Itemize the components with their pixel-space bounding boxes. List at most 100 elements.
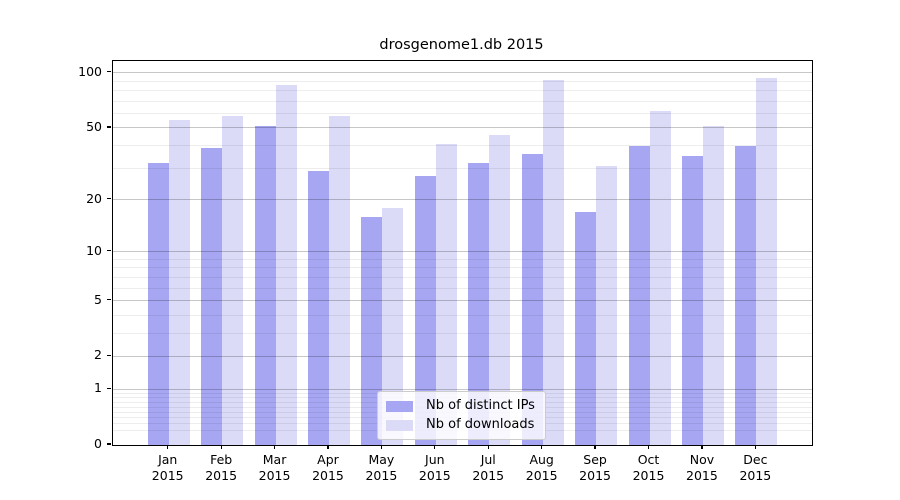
x-tick-mark-jun (434, 445, 436, 449)
plot-area: Nb of distinct IPs Nb of downloads (112, 60, 813, 446)
bar-group-apr (302, 61, 355, 445)
bar-group-dec (730, 61, 783, 445)
legend-label-downloads: Nb of downloads (426, 417, 535, 432)
x-tick-nov: Nov 2015 (675, 445, 728, 484)
x-tick-mark-mar (273, 445, 276, 449)
bar-nb-of-downloads-jan (168, 120, 190, 445)
x-tick-aug: Aug 2015 (515, 445, 568, 484)
bar-nb-of-distinct-ips-may (361, 216, 383, 445)
x-tick-mark-apr (327, 445, 329, 449)
y-tick-mark-20 (107, 197, 111, 200)
x-tick-feb: Feb 2015 (194, 445, 247, 484)
x-tick-label-month: May (368, 452, 395, 467)
x-tick-label-month: Jul (480, 452, 496, 467)
y-tick-label-2: 2 (94, 347, 102, 363)
bar-nb-of-distinct-ips-dec (735, 145, 757, 445)
x-tick-mark-may (380, 445, 382, 449)
x-tick-jul: Jul 2015 (462, 445, 515, 484)
x-tick-label-month: Sep (583, 452, 607, 467)
bar-nb-of-downloads-nov (702, 126, 724, 445)
y-tick-mark-0 (107, 443, 111, 445)
bar-nb-of-downloads-jun (435, 143, 457, 445)
x-tick-label-month: Oct (637, 452, 660, 467)
x-tick-label-month: Nov (689, 452, 715, 467)
x-tick-jan: Jan 2015 (141, 445, 194, 484)
x-tick-label-year: 2015 (472, 468, 505, 483)
y-tick-mark-1 (107, 387, 111, 389)
y-tick-label-1: 1 (94, 380, 102, 396)
bar-nb-of-distinct-ips-jul (468, 163, 490, 445)
y-tick-label-100: 100 (78, 63, 102, 79)
x-tick-mark-nov (701, 445, 703, 449)
bar-group-jul (463, 61, 516, 445)
x-tick-label-month: Dec (743, 452, 768, 467)
x-tick-label-year: 2015 (739, 468, 772, 483)
x-tick-mark-jul (487, 445, 489, 449)
bar-nb-of-distinct-ips-nov (681, 156, 703, 445)
y-tick-mark-100 (107, 71, 111, 73)
bar-nb-of-downloads-feb (222, 116, 244, 445)
x-tick-mark-dec (754, 445, 756, 449)
legend: Nb of distinct IPs Nb of downloads (377, 391, 546, 440)
bar-nb-of-downloads-aug (542, 80, 564, 445)
bar-nb-of-distinct-ips-feb (201, 147, 223, 445)
y-tick-mark-10 (107, 250, 111, 252)
x-tick-mark-sep (594, 445, 596, 449)
x-tick-oct: Oct 2015 (622, 445, 675, 484)
bar-group-may (356, 61, 409, 445)
bar-nb-of-downloads-jul (489, 134, 511, 445)
chart-title: drosgenome1.db 2015 (379, 37, 544, 53)
bars-layer (113, 61, 812, 445)
y-tick-mark-50 (107, 126, 111, 128)
x-tick-jun: Jun 2015 (408, 445, 461, 484)
bar-nb-of-distinct-ips-aug (521, 153, 543, 445)
bar-nb-of-distinct-ips-mar (254, 126, 276, 445)
x-tick-label-month: Mar (262, 452, 287, 467)
x-tick-label-year: 2015 (312, 468, 344, 483)
bar-nb-of-downloads-apr (328, 116, 350, 445)
bar-group-feb (195, 61, 248, 445)
x-tick-apr: Apr 2015 (301, 445, 354, 484)
x-tick-label-year: 2015 (418, 468, 451, 483)
x-tick-dec: Dec 2015 (729, 445, 782, 484)
y-tick-label-0: 0 (94, 436, 102, 451)
x-tick-label-year: 2015 (579, 468, 611, 483)
x-tick-mar: Mar 2015 (248, 445, 301, 484)
bar-group-nov (676, 61, 729, 445)
bar-nb-of-downloads-may (382, 207, 404, 445)
y-tick-label-10: 10 (86, 242, 102, 258)
x-tick-label-month: Apr (317, 452, 339, 467)
y-tick-label-50: 50 (86, 118, 102, 134)
x-tick-label-year: 2015 (151, 468, 184, 483)
x-tick-label-month: Jun (425, 452, 445, 467)
legend-item-distinct-ips: Nb of distinct IPs (386, 398, 535, 414)
bar-nb-of-downloads-mar (275, 84, 297, 445)
y-tick-mark-5 (107, 298, 111, 301)
x-tick-sep: Sep 2015 (568, 445, 621, 484)
bar-nb-of-downloads-oct (649, 110, 671, 445)
x-tick-label-year: 2015 (525, 468, 558, 483)
bar-group-oct (623, 61, 676, 445)
bar-group-aug (516, 61, 569, 445)
bar-group-jan (142, 61, 195, 445)
y-axis: 0 1 2 5 10 20 50 100 (0, 60, 112, 451)
legend-item-downloads: Nb of downloads (386, 417, 535, 433)
x-tick-label-year: 2015 (258, 468, 291, 483)
x-axis: Jan 2015 Feb 2015 Mar 2015 Apr 2015 May 2015 Jun 20… (112, 445, 811, 484)
bar-nb-of-distinct-ips-jun (414, 176, 436, 445)
y-tick-label-5: 5 (94, 291, 102, 307)
y-tick-mark-2 (107, 354, 111, 356)
x-tick-label-year: 2015 (205, 468, 238, 483)
x-tick-mark-feb (220, 445, 222, 449)
bar-group-mar (249, 61, 302, 445)
bar-nb-of-distinct-ips-sep (575, 211, 597, 445)
bar-nb-of-downloads-dec (756, 77, 778, 445)
legend-swatch-downloads (386, 419, 413, 431)
x-tick-label-month: Feb (210, 452, 233, 467)
x-tick-label-year: 2015 (365, 468, 398, 483)
x-tick-label-year: 2015 (632, 468, 665, 483)
legend-swatch-distinct-ips (386, 400, 413, 412)
bar-nb-of-downloads-sep (596, 165, 618, 445)
y-tick-label-20: 20 (86, 190, 102, 206)
